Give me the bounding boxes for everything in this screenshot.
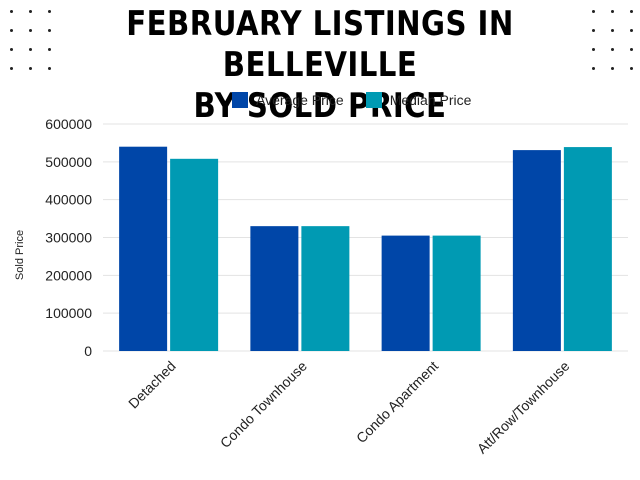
decorative-dot	[10, 67, 13, 70]
y-tick-label: 600000	[45, 116, 92, 132]
decorative-dot	[48, 67, 51, 70]
chart-title-line-1: FEBRUARY LISTINGS IN BELLEVILLE	[126, 4, 514, 85]
legend-item-median: Median Price	[365, 92, 472, 108]
legend: Average Price Median Price	[232, 92, 471, 108]
legend-swatch-average	[232, 92, 248, 108]
legend-label-median: Median Price	[389, 92, 472, 108]
decorative-dot	[611, 29, 614, 32]
bar	[512, 150, 561, 351]
y-tick-label: 200000	[45, 267, 92, 283]
x-tick-label: Condo Townhouse	[217, 358, 310, 451]
y-axis-label: Sold Price	[14, 230, 26, 280]
decorative-dot	[611, 10, 614, 13]
x-tick-label: Detached	[125, 358, 179, 412]
decorative-dot	[10, 48, 13, 51]
legend-item-average: Average Price	[232, 92, 344, 108]
bar	[170, 158, 219, 351]
decorative-dot	[630, 48, 633, 51]
y-tick-label: 500000	[45, 154, 92, 170]
decorative-dot	[48, 10, 51, 13]
bar	[119, 146, 168, 351]
bar	[381, 235, 430, 351]
bar	[250, 226, 299, 351]
y-tick-label: 100000	[45, 305, 92, 321]
decorative-dot	[29, 67, 32, 70]
decorative-dot	[10, 29, 13, 32]
decorative-dot	[592, 67, 595, 70]
x-tick-label: Att/Row/Townhouse	[474, 358, 573, 457]
decorative-dot	[10, 10, 13, 13]
legend-swatch-median	[365, 92, 382, 108]
decorative-dot	[630, 29, 633, 32]
bar	[301, 226, 350, 351]
bar	[563, 147, 612, 351]
decorative-dot	[592, 10, 595, 13]
decorative-dot	[29, 48, 32, 51]
legend-label-average: Average Price	[256, 92, 344, 108]
chart-title: FEBRUARY LISTINGS IN BELLEVILLE BY SOLD …	[45, 4, 595, 127]
y-tick-label: 0	[84, 343, 92, 359]
y-tick-label: 400000	[45, 192, 92, 208]
decorative-dot	[29, 29, 32, 32]
decorative-dot	[48, 48, 51, 51]
decorative-dot	[630, 67, 633, 70]
decorative-dot	[611, 67, 614, 70]
x-tick-label: Condo Apartment	[353, 358, 441, 446]
decorative-dot	[630, 10, 633, 13]
bar	[432, 235, 481, 351]
y-tick-label: 300000	[45, 230, 92, 246]
decorative-dot	[611, 48, 614, 51]
decorative-dot	[29, 10, 32, 13]
decorative-dot	[48, 29, 51, 32]
decorative-dot	[592, 48, 595, 51]
decorative-dot	[592, 29, 595, 32]
